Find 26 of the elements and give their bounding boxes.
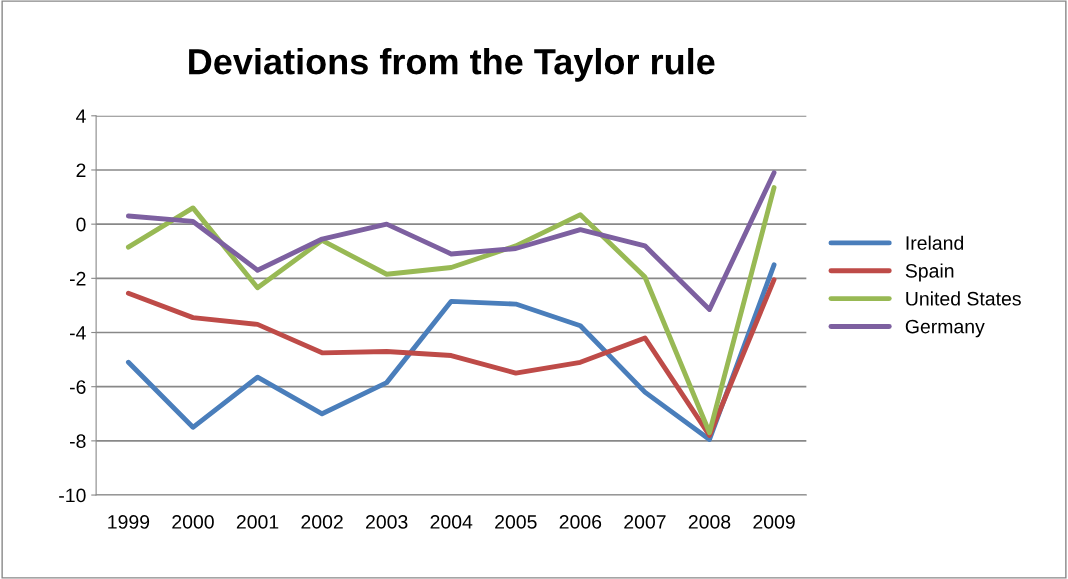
legend-label: Spain [905, 263, 954, 282]
x-tick-label: 2004 [430, 515, 473, 529]
x-tick-label: 2003 [366, 515, 408, 529]
x-tick-label: 1999 [108, 515, 150, 529]
y-tick-label: -8 [69, 434, 86, 449]
x-tick-label: 2007 [624, 515, 666, 529]
legend-label: Germany [905, 319, 985, 338]
y-tick-label: -6 [69, 380, 86, 394]
x-tick-label: 2005 [495, 515, 537, 529]
x-tick-label: 2009 [753, 515, 795, 529]
x-tick-label: 2002 [301, 515, 343, 529]
x-tick-label: 2001 [236, 515, 279, 529]
y-tick-label: -4 [69, 326, 86, 340]
chart-title: Deviations from the Taylor rule [189, 47, 715, 82]
y-tick-label: 4 [76, 109, 86, 123]
x-tick-label: 2000 [172, 515, 214, 529]
legend-label: United States [906, 291, 1021, 306]
y-tick-label: -10 [59, 488, 86, 503]
legend-label: Ireland [906, 235, 964, 250]
line-series [125, 170, 777, 312]
x-tick-label: 2006 [559, 515, 602, 529]
y-tick-label: -2 [69, 271, 86, 286]
y-tick-label: 0 [76, 217, 86, 232]
x-tick-label: 2008 [688, 515, 731, 529]
line-series [125, 185, 777, 436]
y-tick-label: 2 [76, 163, 86, 178]
